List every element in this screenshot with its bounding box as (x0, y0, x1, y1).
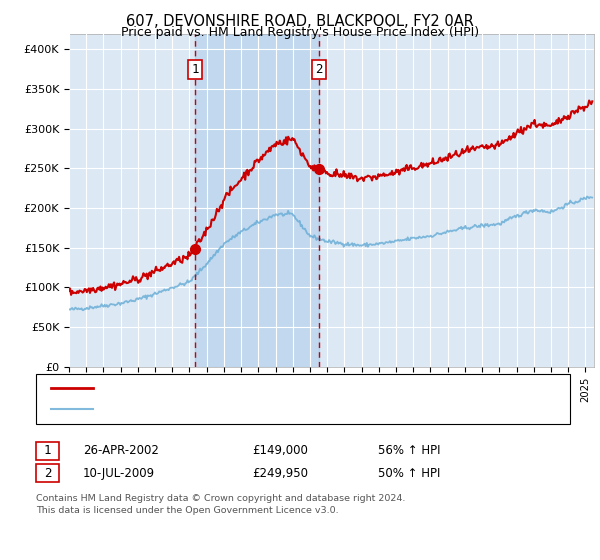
Text: £249,950: £249,950 (252, 466, 308, 480)
Text: 56% ↑ HPI: 56% ↑ HPI (378, 444, 440, 458)
Text: 50% ↑ HPI: 50% ↑ HPI (378, 466, 440, 480)
Text: 607, DEVONSHIRE ROAD, BLACKPOOL, FY2 0AR: 607, DEVONSHIRE ROAD, BLACKPOOL, FY2 0AR (126, 14, 474, 29)
Text: 2: 2 (44, 466, 51, 480)
Text: 1: 1 (191, 63, 199, 76)
Text: Price paid vs. HM Land Registry's House Price Index (HPI): Price paid vs. HM Land Registry's House … (121, 26, 479, 39)
Text: 1: 1 (44, 444, 51, 458)
Bar (195, 34, 319, 367)
Text: 26-APR-2002: 26-APR-2002 (83, 444, 158, 458)
Text: £149,000: £149,000 (252, 444, 308, 458)
Text: HPI: Average price, detached house, Blackpool: HPI: Average price, detached house, Blac… (102, 404, 362, 414)
Text: Contains HM Land Registry data © Crown copyright and database right 2024.
This d: Contains HM Land Registry data © Crown c… (36, 494, 406, 515)
Text: 10-JUL-2009: 10-JUL-2009 (83, 466, 155, 480)
Text: 607, DEVONSHIRE ROAD, BLACKPOOL, FY2 0AR (detached house): 607, DEVONSHIRE ROAD, BLACKPOOL, FY2 0AR… (102, 383, 469, 393)
Text: 2: 2 (316, 63, 323, 76)
